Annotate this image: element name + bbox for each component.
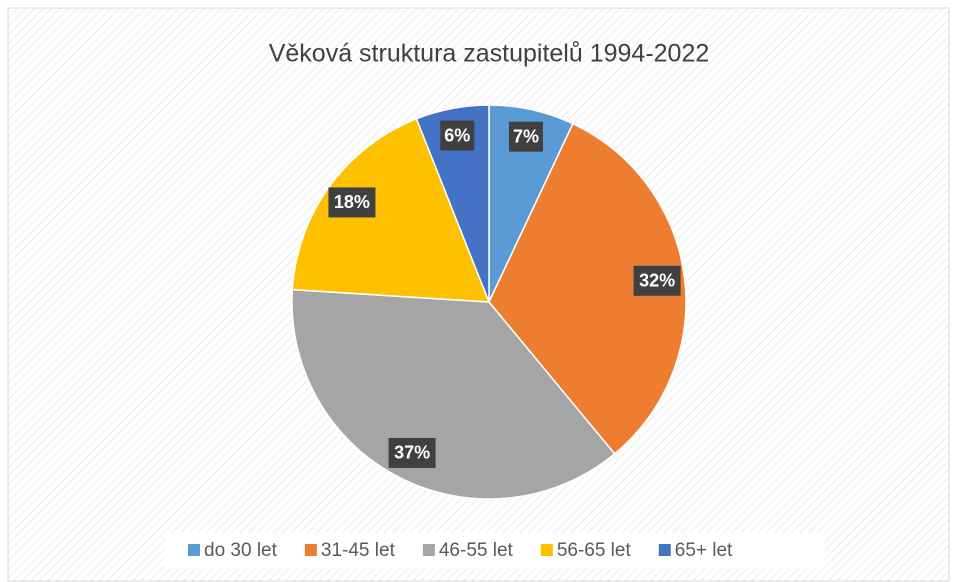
pie-slice bbox=[415, 104, 490, 303]
legend-background bbox=[165, 533, 825, 569]
data-label: 6% bbox=[444, 125, 470, 145]
legend-label: 31-45 let bbox=[321, 540, 396, 561]
data-label: 18% bbox=[334, 192, 370, 212]
chart-title: Věková struktura zastupitelů 1994-2022 bbox=[269, 40, 710, 68]
legend-swatch bbox=[304, 544, 317, 556]
data-label-box bbox=[508, 121, 543, 152]
data-label: 37% bbox=[394, 443, 430, 463]
data-label: 32% bbox=[639, 271, 675, 291]
legend-label: 56-65 let bbox=[557, 540, 632, 561]
data-label-box bbox=[388, 437, 436, 468]
legend-swatch bbox=[422, 544, 435, 556]
data-label-box bbox=[328, 187, 376, 218]
pie-slice bbox=[291, 288, 616, 500]
pie-slice bbox=[291, 117, 491, 303]
pie-slice bbox=[488, 122, 687, 455]
data-label-box bbox=[440, 120, 475, 151]
legend-swatch bbox=[540, 544, 553, 556]
legend-label: 46-55 let bbox=[439, 540, 514, 561]
legend-label: do 30 let bbox=[204, 540, 278, 561]
data-label: 7% bbox=[513, 126, 539, 146]
legend-label: 65+ let bbox=[675, 540, 733, 561]
legend-swatch bbox=[658, 544, 671, 556]
legend-swatch bbox=[188, 544, 200, 556]
data-label-box bbox=[633, 265, 681, 296]
